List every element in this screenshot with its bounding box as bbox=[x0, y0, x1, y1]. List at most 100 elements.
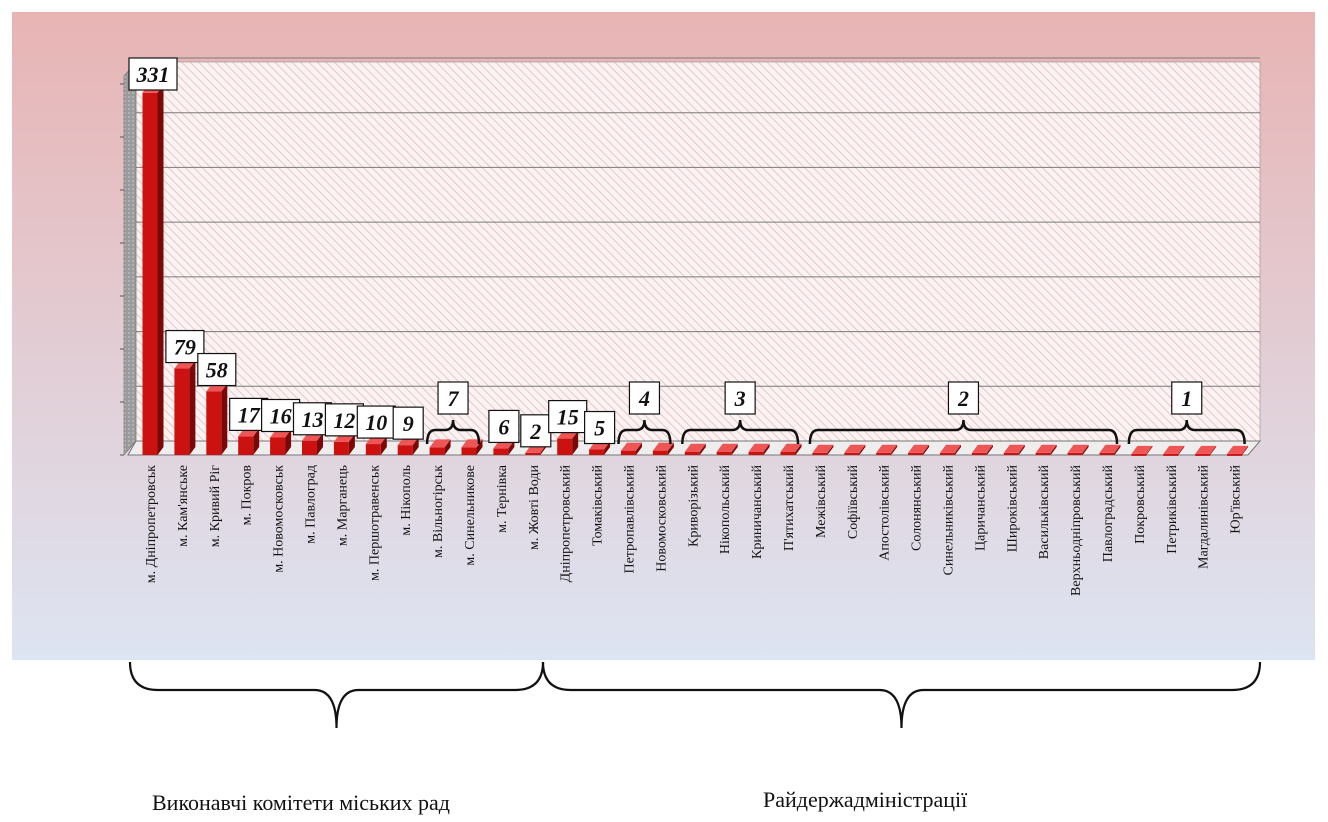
bar bbox=[1067, 444, 1089, 455]
value-label-box bbox=[488, 409, 520, 444]
range-label-box bbox=[724, 381, 756, 415]
category-label: м. Кам'янське bbox=[176, 465, 191, 547]
bar bbox=[142, 84, 164, 455]
value-label: 331 bbox=[128, 57, 178, 91]
value-label-text: 58 bbox=[206, 358, 228, 383]
category-label: Верхньодніпровський bbox=[1069, 464, 1084, 595]
bar-side bbox=[827, 444, 834, 455]
value-label-text: 16 bbox=[270, 403, 292, 428]
bar bbox=[621, 442, 642, 455]
bar-front bbox=[493, 448, 509, 455]
bar-side bbox=[699, 443, 706, 455]
bar-front bbox=[1035, 452, 1051, 455]
range-label-box bbox=[437, 381, 469, 415]
value-label-box bbox=[128, 57, 178, 91]
bar-front bbox=[525, 452, 541, 455]
bar-front bbox=[206, 391, 222, 455]
bar-front bbox=[1163, 453, 1179, 456]
range-label: 7 bbox=[425, 381, 481, 445]
bar-side bbox=[1146, 445, 1153, 455]
bar bbox=[429, 439, 451, 455]
bar bbox=[206, 383, 228, 455]
range-label: 2 bbox=[808, 381, 1119, 445]
value-label: 10 bbox=[356, 405, 396, 439]
bar bbox=[876, 444, 898, 455]
category-label: Новомосковський bbox=[654, 465, 669, 572]
value-label: 2 bbox=[520, 414, 552, 448]
value-label-box bbox=[356, 405, 396, 439]
bar bbox=[971, 444, 993, 455]
bar-top bbox=[652, 442, 674, 451]
bar-top bbox=[1195, 445, 1217, 454]
bar bbox=[1227, 445, 1249, 456]
value-label: 9 bbox=[392, 406, 424, 440]
value-label-box bbox=[583, 410, 616, 445]
bar bbox=[652, 442, 674, 455]
bar-front bbox=[876, 452, 892, 455]
bars bbox=[142, 84, 1249, 456]
range-brace bbox=[425, 419, 481, 445]
category-label: м. Нікополь bbox=[399, 465, 414, 536]
bar-top bbox=[780, 443, 802, 452]
bar-top bbox=[1163, 445, 1185, 454]
bar-front bbox=[1195, 453, 1211, 456]
bar bbox=[1035, 444, 1057, 455]
category-label: м. Покров bbox=[240, 465, 255, 526]
category-label: Нікопольський bbox=[718, 464, 733, 554]
bar-front bbox=[174, 368, 190, 455]
value-label-text: 2 bbox=[529, 419, 541, 444]
bar-front bbox=[844, 452, 860, 455]
bar-top bbox=[621, 442, 642, 451]
category-label: Широківський bbox=[1005, 465, 1020, 553]
bar-top bbox=[876, 444, 898, 453]
category-label: Петриківський bbox=[1165, 465, 1180, 554]
bar-front bbox=[652, 450, 668, 455]
bar-front bbox=[302, 440, 317, 455]
range-brace bbox=[617, 419, 672, 445]
bar-side bbox=[1018, 444, 1025, 455]
bar-front bbox=[780, 451, 796, 455]
bar-front bbox=[908, 452, 924, 455]
bar bbox=[748, 443, 770, 455]
bar bbox=[716, 443, 738, 455]
value-label-box bbox=[392, 406, 424, 440]
bar-side bbox=[221, 383, 228, 455]
bar-side bbox=[189, 360, 196, 455]
bar-side bbox=[285, 429, 292, 455]
bar bbox=[1163, 445, 1185, 456]
range-label-text: 2 bbox=[957, 386, 969, 411]
bar-side bbox=[763, 443, 770, 455]
bar bbox=[940, 444, 961, 455]
bar bbox=[1195, 445, 1217, 456]
category-label: м. Новомосковськ bbox=[272, 465, 287, 573]
range-label-text: 4 bbox=[638, 386, 650, 411]
bar-side bbox=[986, 444, 993, 455]
bar-front bbox=[557, 438, 573, 455]
bar-top bbox=[429, 439, 451, 448]
bar-side bbox=[317, 432, 323, 455]
category-label: Синельниківський bbox=[942, 464, 957, 575]
category-label: м. Жовті Води bbox=[527, 464, 542, 550]
value-label-text: 5 bbox=[594, 416, 605, 441]
category-label: м. Дніпропетровськ bbox=[144, 465, 159, 583]
bar-top bbox=[844, 444, 866, 453]
bar-side bbox=[348, 433, 355, 455]
bar-side bbox=[380, 436, 387, 455]
value-label: 5 bbox=[583, 410, 616, 445]
value-label-text: 9 bbox=[403, 411, 414, 436]
value-label-box bbox=[548, 399, 588, 434]
bar-front bbox=[1003, 452, 1019, 455]
plot-back-wall bbox=[135, 61, 1261, 442]
bar bbox=[780, 443, 802, 455]
bar-front bbox=[589, 449, 605, 455]
bar bbox=[461, 439, 483, 455]
value-label-box bbox=[520, 414, 552, 448]
group-label-city-councils: Виконавчі комітети міських рад bbox=[152, 790, 450, 815]
value-label-text: 13 bbox=[302, 407, 324, 432]
category-label: м. Першотравенськ bbox=[367, 465, 382, 581]
bar bbox=[812, 444, 834, 455]
category-label: Дніпропетровський bbox=[559, 465, 574, 583]
bar bbox=[684, 443, 706, 455]
bar-front bbox=[429, 447, 445, 455]
